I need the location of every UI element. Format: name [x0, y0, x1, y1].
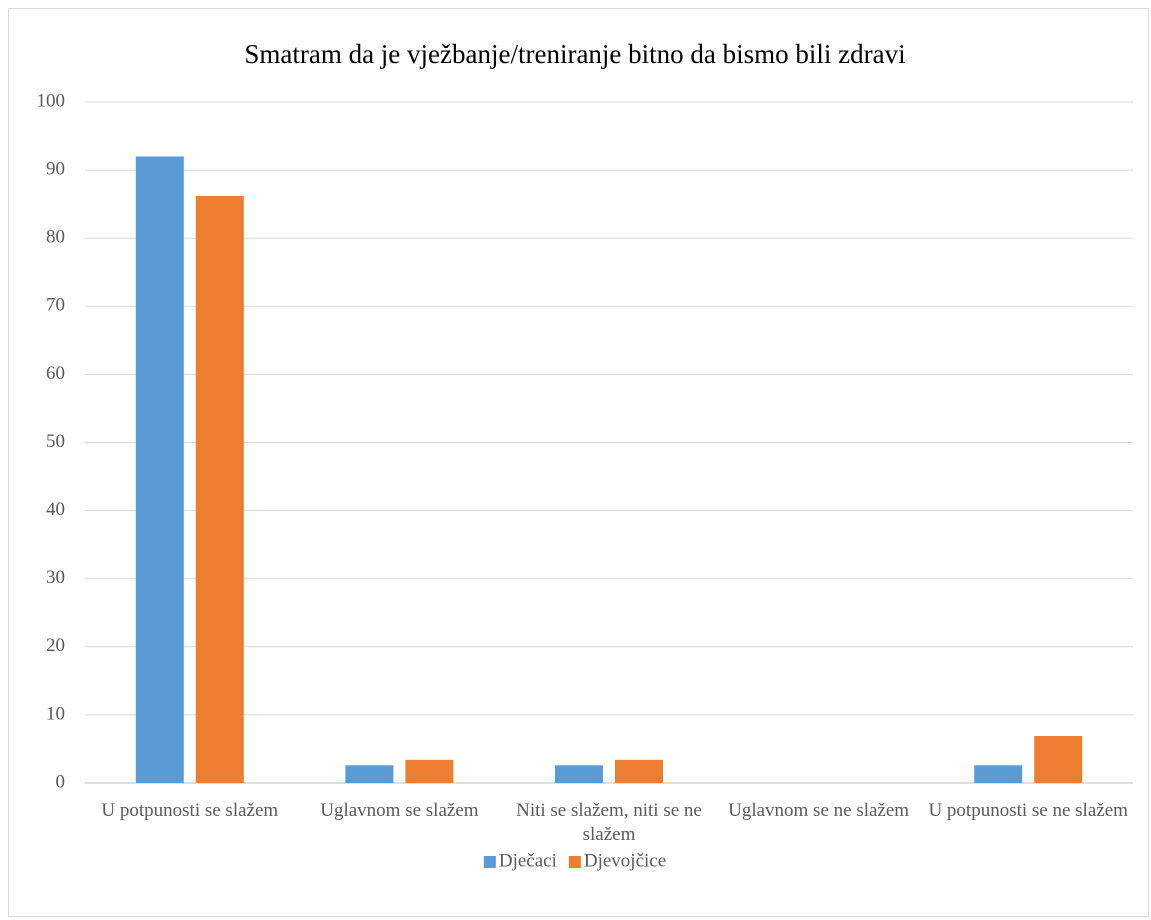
bar	[555, 765, 603, 783]
bar	[135, 156, 184, 784]
y-tick-label: 70	[46, 295, 65, 316]
y-tick-label: 80	[46, 227, 65, 248]
legend-swatch	[483, 856, 496, 868]
x-tick-label: Niti se slažem, niti se ne slažem	[516, 800, 702, 845]
x-tick-label: Uglavnom se slažem	[320, 800, 479, 821]
bar	[195, 195, 244, 783]
y-tick-label: 0	[56, 771, 66, 792]
y-tick-label: 60	[46, 363, 65, 384]
bar	[615, 759, 663, 783]
y-tick-label: 90	[46, 158, 65, 179]
y-tick-label: 40	[46, 499, 65, 520]
y-tick-label: 20	[46, 635, 65, 656]
y-tick-label: 50	[46, 431, 65, 452]
legend-swatch	[568, 856, 581, 868]
x-tick-label: U potpunosti se slažem	[101, 800, 279, 821]
y-tick-label: 10	[46, 703, 65, 724]
x-tick-label: U potpunosti se ne slažem	[928, 800, 1128, 821]
y-tick-label: 30	[46, 567, 65, 588]
y-tick-label: 100	[37, 90, 66, 111]
bar	[974, 765, 1023, 783]
chart-title: Smatram da je vježbanje/treniranje bitno…	[244, 39, 905, 69]
legend-label: Djevojčice	[584, 850, 666, 871]
legend-label: Dječaci	[499, 850, 557, 871]
bar	[1034, 736, 1083, 783]
x-tick-label: Uglavnom se ne slažem	[728, 800, 910, 821]
bar	[345, 765, 394, 783]
bar	[405, 759, 454, 783]
